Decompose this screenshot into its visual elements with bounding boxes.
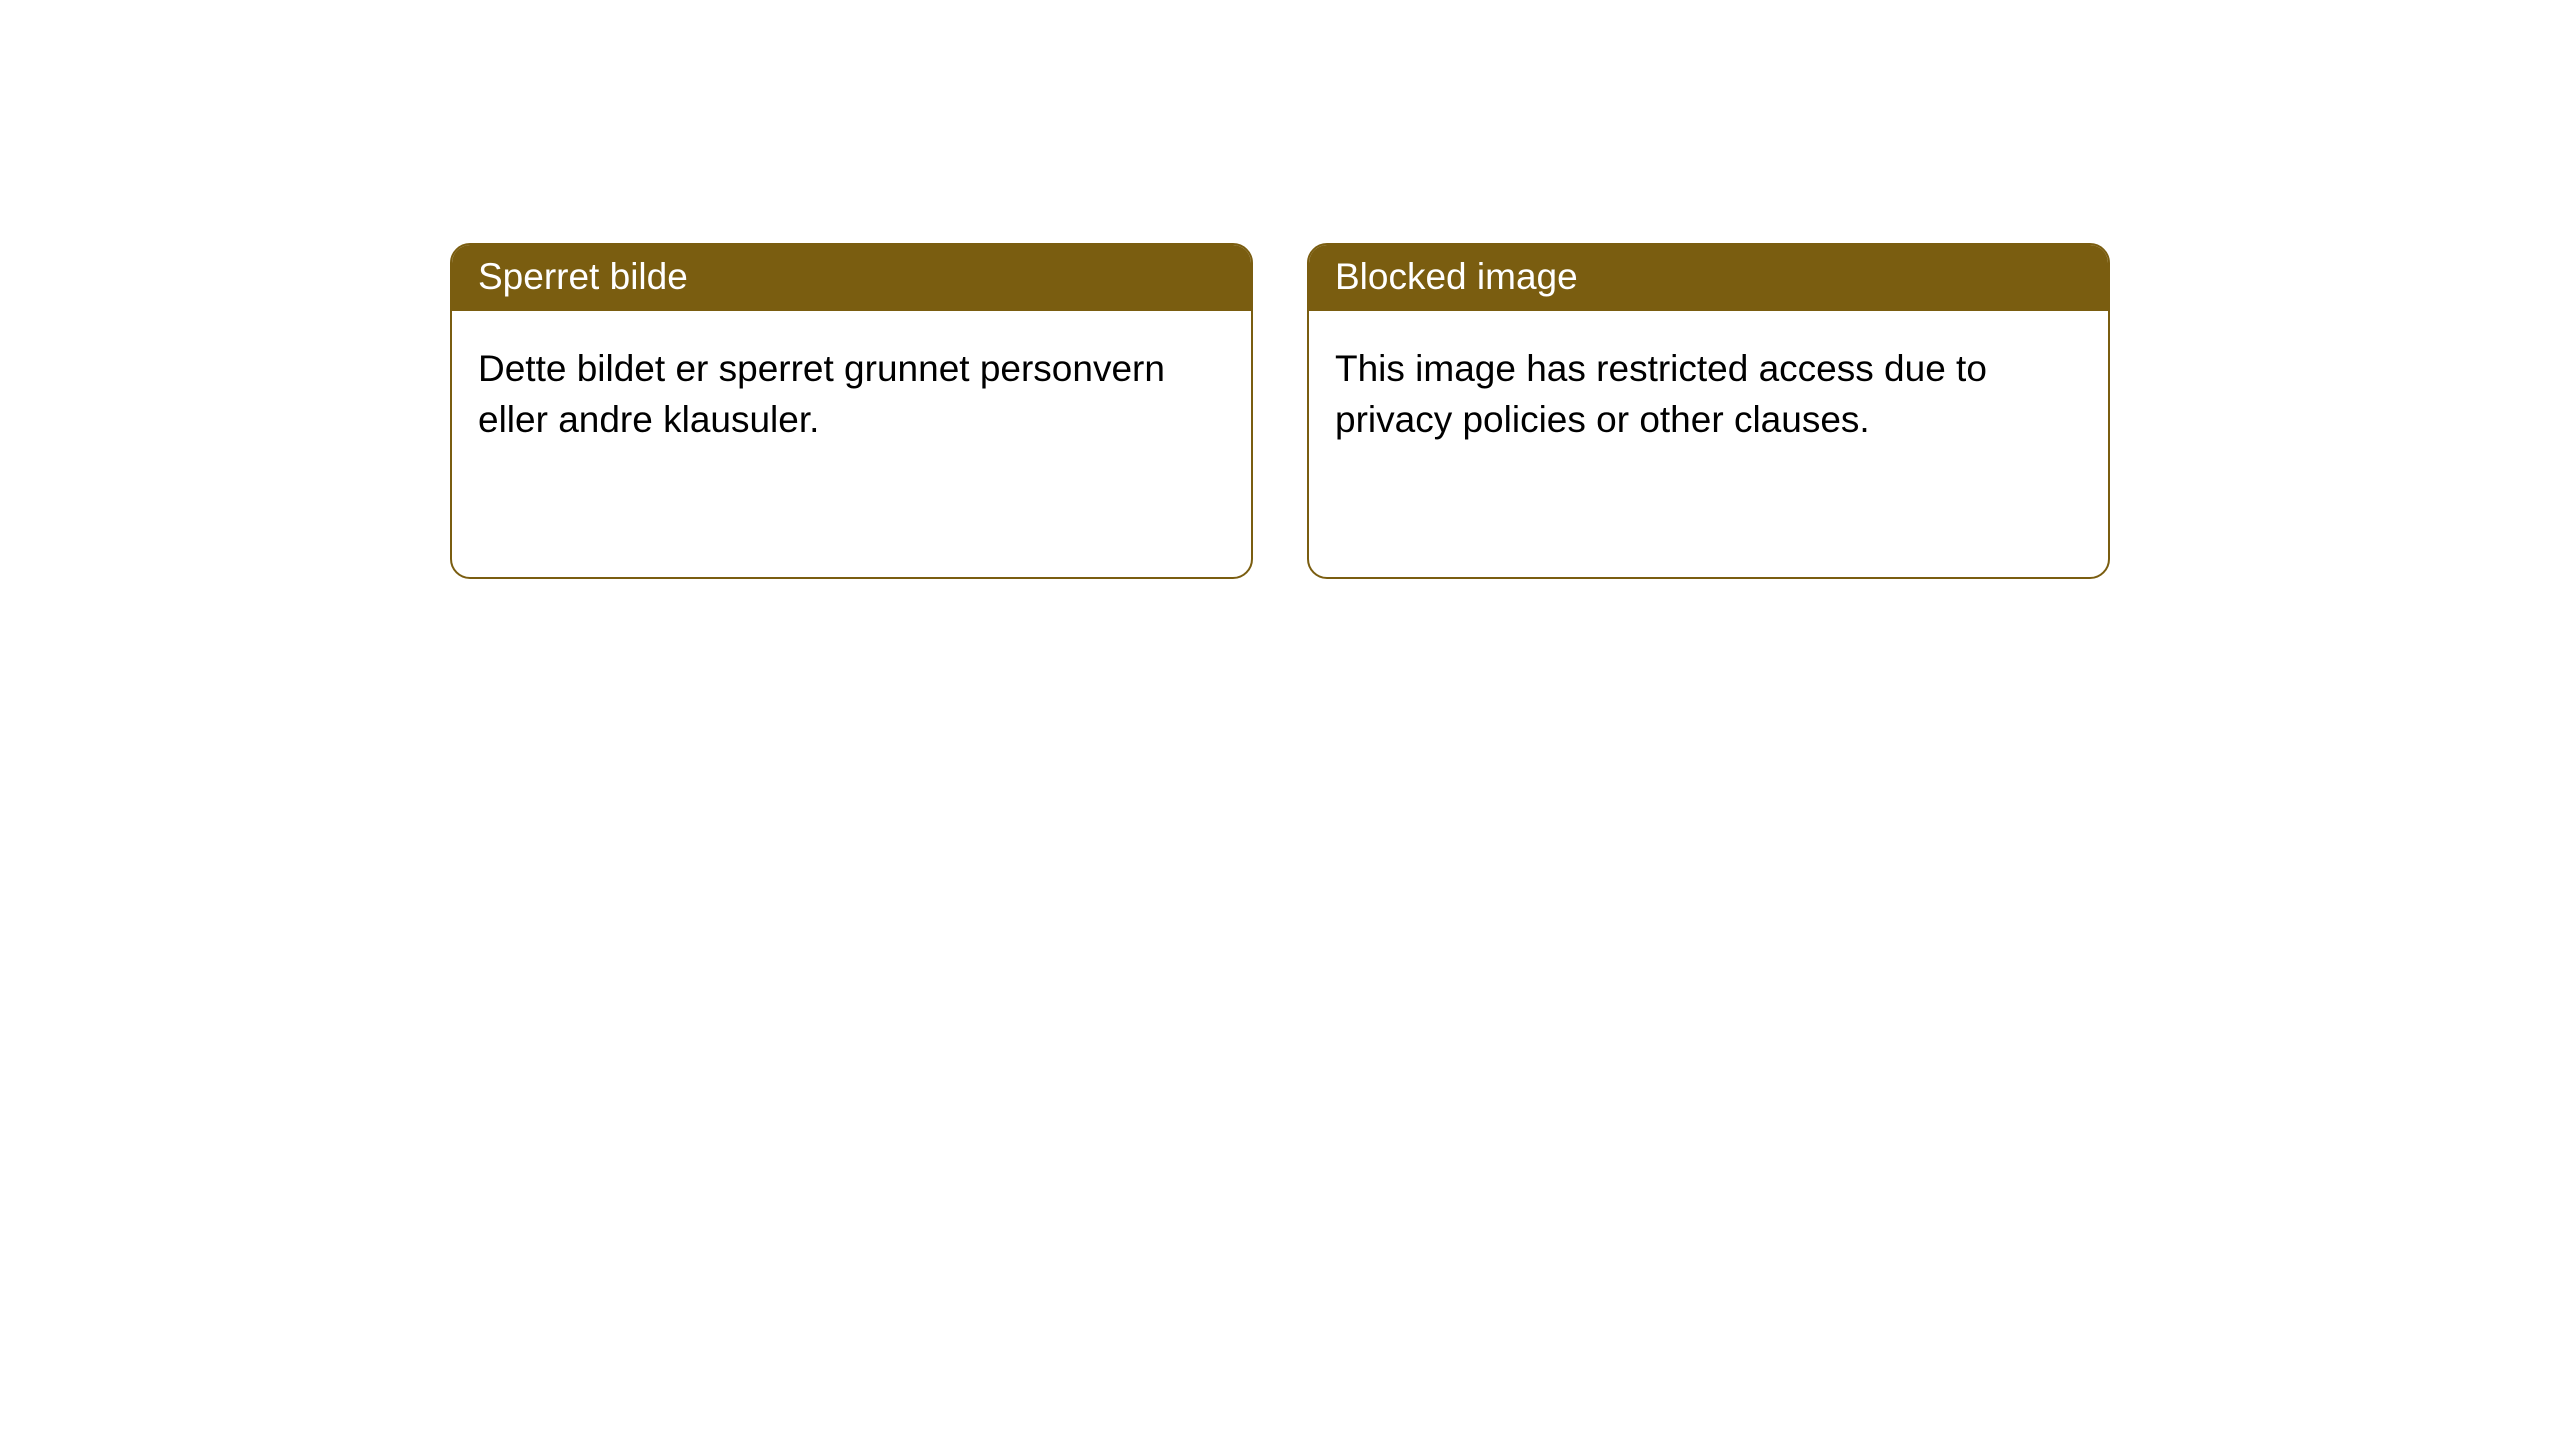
notice-container: Sperret bilde Dette bildet er sperret gr… [0, 0, 2560, 579]
notice-title-english: Blocked image [1309, 245, 2108, 311]
notice-card-english: Blocked image This image has restricted … [1307, 243, 2110, 579]
notice-body-norwegian: Dette bildet er sperret grunnet personve… [452, 311, 1251, 477]
notice-title-norwegian: Sperret bilde [452, 245, 1251, 311]
notice-card-norwegian: Sperret bilde Dette bildet er sperret gr… [450, 243, 1253, 579]
notice-body-english: This image has restricted access due to … [1309, 311, 2108, 477]
